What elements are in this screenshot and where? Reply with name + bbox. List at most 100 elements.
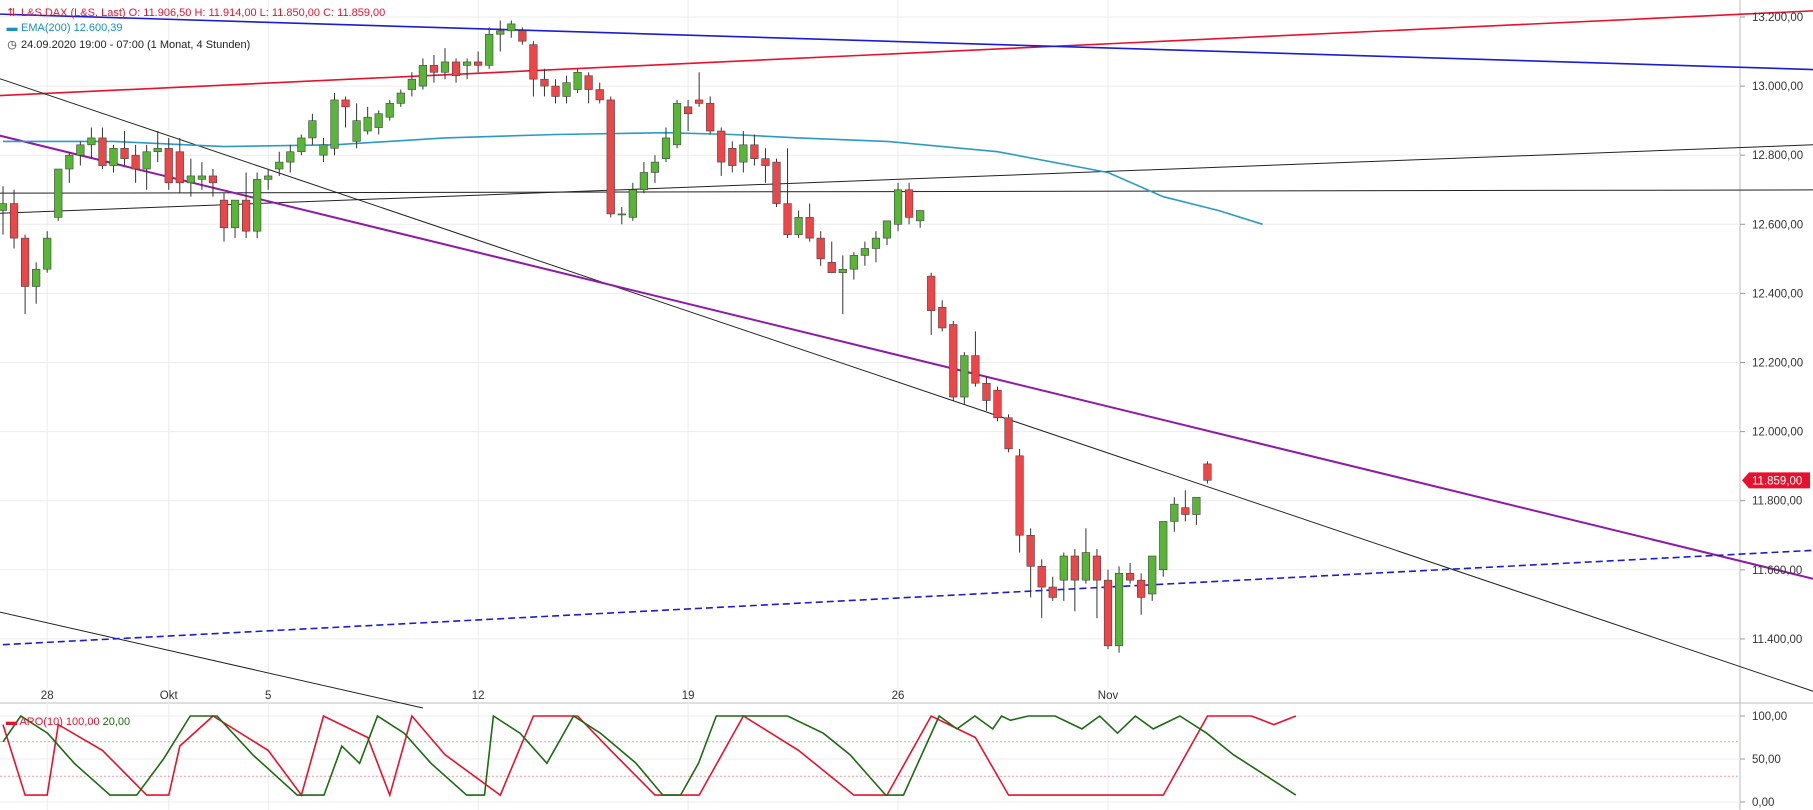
time-axis: 28 Okt 5 12 19 26 Nov bbox=[41, 690, 1119, 702]
trendline bbox=[0, 144, 1813, 214]
aroon-up-line bbox=[2, 714, 1297, 798]
trendline bbox=[0, 13, 1813, 71]
candle-body bbox=[341, 99, 350, 108]
x-tick-label: 19 bbox=[682, 690, 695, 702]
candle-body bbox=[739, 144, 748, 163]
ema-info: ▬ EMA(200) 12.600,39 bbox=[6, 22, 123, 34]
candle-body bbox=[1026, 534, 1035, 567]
candle-body bbox=[916, 210, 925, 222]
last-price-tag: 11.859,00 bbox=[1742, 472, 1810, 489]
candle-body bbox=[485, 33, 494, 66]
candle-body bbox=[219, 199, 229, 229]
candle-body bbox=[363, 116, 372, 132]
candle-body bbox=[794, 217, 803, 235]
candle-body bbox=[772, 161, 781, 204]
candle-body bbox=[242, 199, 251, 232]
candle-body bbox=[960, 355, 969, 398]
candle-body bbox=[54, 168, 63, 218]
candle-body bbox=[893, 189, 903, 225]
aroon-name: ARO(10) bbox=[19, 716, 63, 728]
candle-body bbox=[440, 61, 450, 73]
candle-body bbox=[407, 78, 416, 90]
candle-body bbox=[275, 161, 284, 170]
candle-body bbox=[993, 389, 1002, 419]
candle-body bbox=[297, 137, 306, 153]
candle-body bbox=[474, 61, 483, 66]
ema-line bbox=[3, 131, 1263, 226]
x-tick-label: 12 bbox=[472, 690, 485, 702]
indicator-tick-label: 0,00 bbox=[1752, 797, 1774, 809]
candle-body bbox=[319, 144, 328, 156]
candle-body bbox=[904, 189, 914, 218]
last-price-tag-shape bbox=[1742, 472, 1810, 489]
candle-body bbox=[650, 161, 660, 173]
candle-body bbox=[860, 248, 869, 256]
y-tick-label: 11.600,00 bbox=[1752, 565, 1802, 577]
candle-body bbox=[540, 78, 549, 87]
candle-body bbox=[871, 237, 881, 249]
candlestick-icon: ⇅ bbox=[7, 7, 17, 19]
candle-body bbox=[308, 120, 317, 139]
y-tick-label: 12.200,00 bbox=[1752, 358, 1803, 370]
candle-body bbox=[1159, 521, 1168, 571]
y-tick-label: 12.800,00 bbox=[1752, 150, 1803, 162]
trendline bbox=[0, 10, 1813, 97]
candle-body bbox=[451, 61, 461, 77]
aroon-down-line bbox=[2, 714, 1297, 796]
candle-body bbox=[330, 99, 339, 149]
candle-body bbox=[374, 113, 383, 128]
aroon-up-value: 100,00 bbox=[65, 716, 100, 728]
candle-body bbox=[65, 154, 74, 170]
y-tick-label: 12.000,00 bbox=[1752, 427, 1803, 439]
candle-body bbox=[562, 82, 571, 97]
line-legend-icon: ▬ bbox=[6, 22, 18, 34]
candle-body bbox=[1103, 579, 1113, 647]
y-tick-label: 12.600,00 bbox=[1752, 219, 1803, 231]
candle-body bbox=[849, 255, 858, 270]
candle-body bbox=[518, 30, 527, 42]
x-tick-label: 5 bbox=[265, 690, 271, 702]
candle-body bbox=[750, 144, 759, 159]
candle-body bbox=[429, 65, 439, 73]
candle-body bbox=[573, 71, 582, 90]
candle-body bbox=[197, 175, 207, 180]
y-tick-label: 11.800,00 bbox=[1752, 496, 1802, 508]
y-tick-label: 11.400,00 bbox=[1752, 634, 1802, 646]
candle-body bbox=[142, 151, 151, 170]
candle-body bbox=[1137, 579, 1146, 598]
candle-body bbox=[43, 237, 52, 270]
candle-body bbox=[551, 85, 560, 97]
candle-body bbox=[1192, 496, 1201, 515]
x-tick-label: Nov bbox=[1098, 690, 1119, 702]
candle-body bbox=[153, 147, 162, 153]
candle-body bbox=[838, 268, 847, 273]
x-tick-label: Okt bbox=[160, 690, 179, 702]
candle-body bbox=[418, 65, 428, 87]
candle-body bbox=[109, 147, 118, 166]
instrument-info: ⇅ L&S DAX (L&S, Last) O: 11.906,50 H: 11.… bbox=[6, 6, 385, 19]
candle-body bbox=[186, 175, 195, 184]
last-price-label: 11.859,00 bbox=[1752, 475, 1802, 487]
candle-body bbox=[496, 30, 505, 35]
ema-label: EMA(200) 12.600,39 bbox=[21, 22, 123, 34]
candle-body bbox=[805, 217, 814, 239]
trendlines bbox=[0, 10, 1813, 709]
trendline bbox=[0, 189, 1813, 194]
candle-body bbox=[783, 203, 792, 235]
candle-body bbox=[728, 147, 737, 166]
x-tick-label: 28 bbox=[41, 690, 54, 702]
candle-body bbox=[264, 175, 273, 180]
candle-body bbox=[87, 137, 96, 146]
candle-body bbox=[120, 147, 129, 159]
candle-body bbox=[507, 23, 516, 32]
ema200-line bbox=[3, 131, 1263, 226]
candle-body bbox=[76, 144, 85, 156]
aroon-down-value: 20,00 bbox=[102, 716, 131, 728]
timeframe-info[interactable]: ◷ 24.09.2020 19:00 - 07:00 (1 Monat, 4 St… bbox=[6, 38, 250, 51]
candle-body bbox=[706, 103, 715, 132]
y-tick-label: 13.000,00 bbox=[1752, 81, 1803, 93]
candle-body bbox=[827, 262, 836, 273]
candle-body bbox=[1170, 503, 1179, 522]
